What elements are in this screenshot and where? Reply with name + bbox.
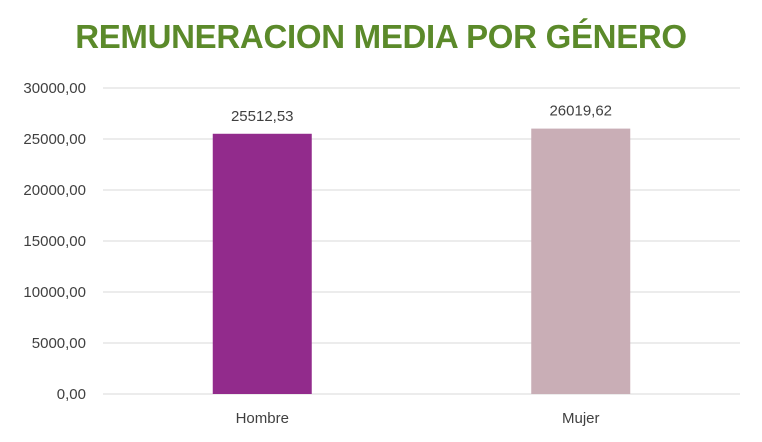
x-tick-label: Hombre <box>236 410 289 427</box>
y-tick-label: 5000,00 <box>32 335 86 352</box>
y-tick-label: 30000,00 <box>23 80 86 97</box>
bar <box>531 128 631 395</box>
y-tick-label: 0,00 <box>57 386 86 403</box>
y-tick-label: 25000,00 <box>23 131 86 148</box>
data-label: 25512,53 <box>231 108 294 125</box>
y-tick-label: 20000,00 <box>23 182 86 199</box>
chart-title: REMUNERACION MEDIA POR GÉNERO <box>75 18 687 55</box>
data-label: 26019,62 <box>549 103 612 120</box>
x-tick-label: Mujer <box>562 410 600 427</box>
bar <box>212 133 312 394</box>
y-tick-label: 15000,00 <box>23 233 86 250</box>
y-tick-label: 10000,00 <box>23 284 86 301</box>
